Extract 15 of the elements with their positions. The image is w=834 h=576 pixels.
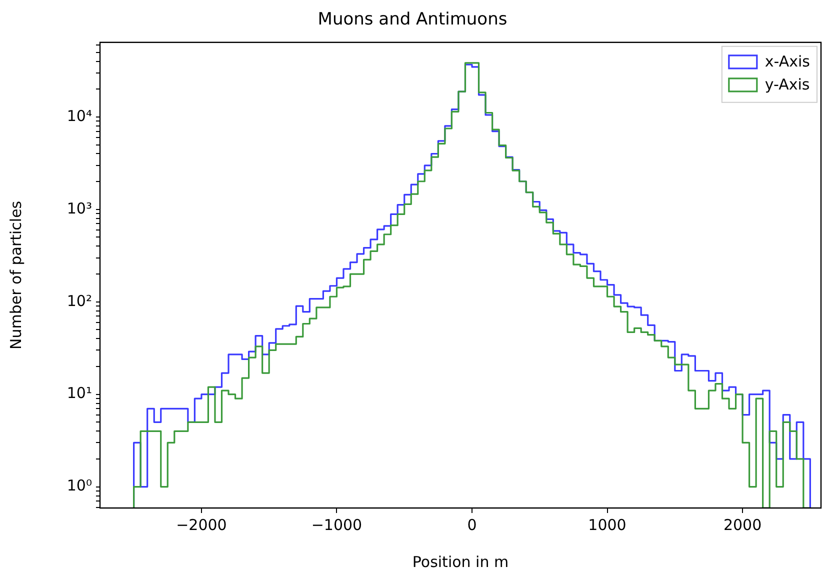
- x-tick-label: −2000: [176, 516, 227, 534]
- x-tick-label: −1000: [311, 516, 362, 534]
- legend-label: y-Axis: [764, 75, 810, 94]
- y-tick-label: 10²: [66, 292, 92, 310]
- chart-title: Muons and Antimuons: [318, 10, 508, 30]
- y-tick-label: 10³: [66, 199, 92, 218]
- y-axis-title: Number of particles: [6, 200, 25, 350]
- y-tick-label: 10¹: [66, 384, 92, 402]
- legend-label: x-Axis: [764, 52, 810, 70]
- x-tick-label: 2000: [723, 516, 762, 534]
- y-tick-label: 10⁴: [66, 106, 92, 125]
- x-tick-label: 1000: [588, 516, 626, 534]
- y-tick-label: 10⁰: [66, 476, 92, 495]
- x-axis-title: Position in m: [412, 552, 509, 571]
- x-tick-label: 0: [467, 516, 477, 534]
